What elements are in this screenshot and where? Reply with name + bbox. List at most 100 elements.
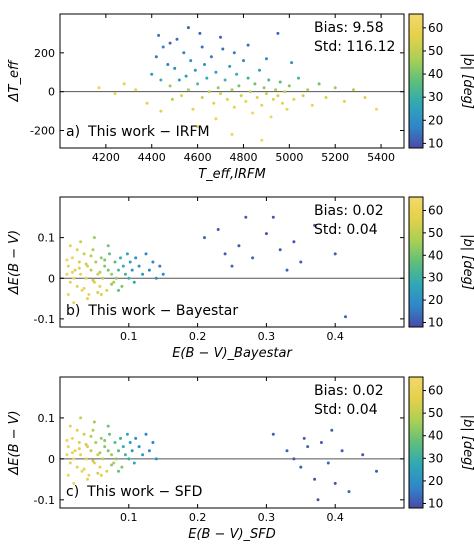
x-axis-label: E(B − V)_SFD (188, 527, 276, 542)
data-point (347, 490, 351, 494)
data-point (182, 51, 186, 55)
colorbar-tick-label: 50 (428, 226, 443, 240)
data-point (209, 55, 213, 59)
data-point (326, 461, 330, 465)
data-point (271, 432, 275, 436)
data-point (77, 447, 81, 451)
data-point (340, 449, 344, 453)
data-point (117, 449, 120, 453)
colorbar-tick-label: 40 (428, 67, 443, 81)
x-tick-label: 0.2 (189, 511, 207, 524)
bias-text: Bias: 0.02 (314, 203, 384, 219)
data-point (301, 94, 305, 98)
y-tick-label: -0.1 (34, 494, 55, 507)
data-point (223, 78, 227, 82)
data-point (125, 252, 129, 256)
data-point (110, 453, 114, 457)
data-point (246, 76, 250, 80)
data-point (158, 264, 162, 268)
data-point (260, 103, 264, 107)
data-point (75, 428, 79, 432)
data-point (161, 272, 165, 276)
data-point (151, 260, 155, 264)
data-point (168, 84, 172, 88)
data-point (110, 272, 114, 276)
data-point (212, 101, 216, 105)
data-point (159, 109, 163, 113)
data-point (168, 41, 172, 45)
data-point (86, 477, 89, 481)
data-point (103, 439, 107, 442)
colorbar (408, 196, 424, 328)
data-point (203, 63, 206, 66)
data-point (110, 463, 114, 467)
data-point (65, 272, 69, 276)
data-point (77, 441, 81, 444)
data-point (292, 97, 296, 101)
data-point (230, 88, 234, 92)
data-point (306, 445, 310, 449)
data-point (292, 240, 296, 244)
data-point (106, 424, 110, 428)
panel-1: 4200 4400 4600 4800 5000 5200 5400 -200 0 200 Bias… (7, 13, 474, 182)
data-point (73, 268, 77, 272)
data-point (108, 252, 111, 256)
panel-letter: c) (66, 484, 79, 500)
data-point (106, 244, 110, 248)
data-point (72, 276, 76, 280)
data-point (363, 96, 367, 99)
data-point (84, 443, 88, 446)
data-point (84, 276, 88, 280)
data-point (98, 284, 102, 288)
colorbar (408, 13, 424, 149)
data-point (65, 439, 69, 442)
data-point (313, 223, 317, 227)
data-point (313, 477, 317, 481)
data-point (70, 256, 74, 260)
data-point (101, 276, 105, 280)
data-point (260, 138, 264, 142)
data-point (255, 96, 259, 99)
data-point (361, 453, 365, 457)
data-point (86, 297, 89, 301)
data-point (73, 449, 77, 453)
data-point (77, 260, 81, 264)
data-point (65, 258, 69, 262)
y-tick-label: 200 (34, 47, 55, 60)
data-point (120, 284, 124, 288)
data-point (80, 288, 84, 292)
data-point (89, 434, 93, 438)
data-point (230, 264, 234, 268)
data-point (91, 278, 95, 282)
data-point (299, 260, 303, 264)
data-point (278, 248, 282, 252)
y-axis-label: ΔE(B − V) (7, 410, 22, 475)
data-point (319, 441, 323, 444)
data-point (70, 436, 74, 440)
data-point (375, 469, 378, 473)
data-point (117, 288, 120, 292)
data-point (105, 469, 109, 473)
data-point (113, 260, 117, 264)
data-point (203, 236, 206, 240)
y-tick-label: 0 (48, 86, 55, 99)
data-point (317, 82, 321, 86)
panel-2: 0.1 0.2 0.3 0.4 -0.1 0 0.1 Bias: 0.02 Std: 0.04 b… (7, 196, 474, 361)
data-point (77, 266, 81, 270)
data-point (264, 57, 268, 61)
panel-label: b) This work − Bayestar (66, 303, 238, 319)
data-point (137, 445, 141, 449)
panel-description: This work − Bayestar (87, 303, 238, 319)
data-point (154, 55, 158, 59)
data-point (119, 436, 122, 440)
data-point (75, 248, 79, 252)
plot-frame (59, 13, 405, 149)
colorbar-tick-label: 40 (428, 248, 443, 262)
data-point (225, 97, 229, 101)
data-point (98, 465, 102, 469)
data-point (117, 469, 120, 473)
data-point (123, 453, 127, 457)
data-point (123, 272, 127, 276)
data-point (91, 428, 95, 432)
data-point (276, 94, 280, 98)
